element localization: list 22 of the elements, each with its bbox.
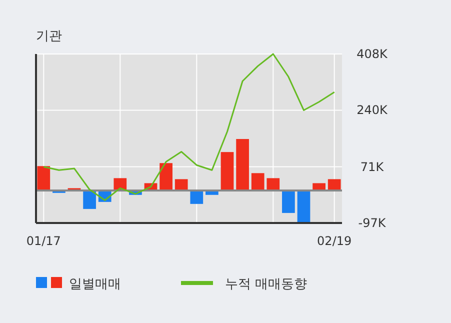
- y-tick-label: 240K: [356, 103, 389, 118]
- x-tick-label: 01/17: [26, 234, 61, 248]
- bar: [266, 178, 280, 191]
- bar: [236, 139, 249, 191]
- bar: [251, 173, 264, 191]
- y-tick-label: 71K: [360, 160, 385, 174]
- bar: [328, 179, 341, 191]
- bar: [174, 179, 188, 191]
- chart-title: 기관: [36, 29, 62, 44]
- bar: [37, 166, 50, 191]
- x-tick-label: 02/19: [317, 234, 352, 248]
- legend-label: 일별매매: [69, 277, 121, 292]
- legend-label: 누적 매매동향: [225, 277, 308, 292]
- bar: [220, 152, 234, 191]
- bar: [160, 163, 172, 191]
- y-tick-label: 408K: [356, 47, 389, 61]
- bar: [83, 190, 96, 209]
- y-tick-label: -97K: [358, 216, 387, 230]
- bar: [297, 190, 310, 222]
- line-series: [42, 53, 336, 201]
- bar: [190, 190, 204, 204]
- bar: [282, 190, 295, 213]
